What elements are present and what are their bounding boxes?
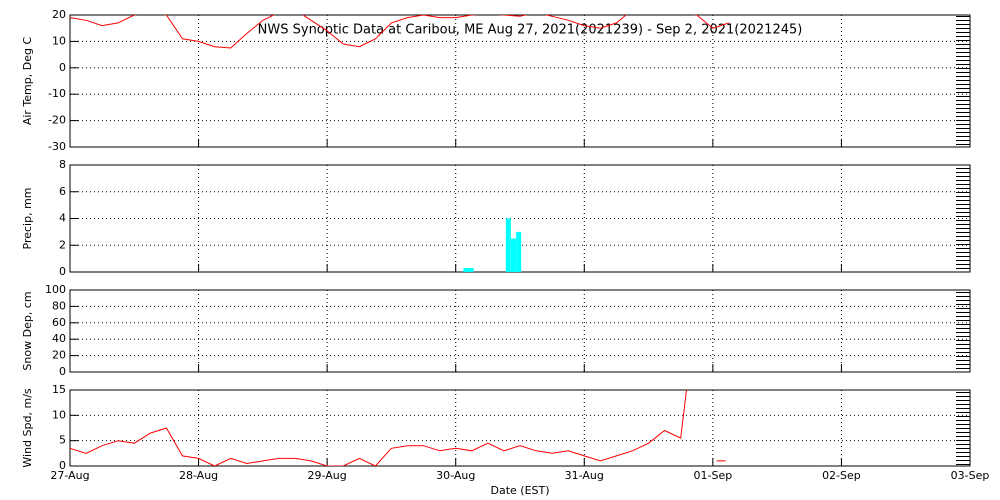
x-tick-label: 02-Sep — [822, 469, 861, 482]
minor-ticks — [956, 290, 970, 372]
y-axis-label: Snow Dep, cm — [21, 291, 34, 370]
y-tick-label: 20 — [52, 8, 66, 21]
y-axis-label: Air Temp, Deg C — [21, 37, 34, 126]
data-line — [70, 15, 730, 49]
y-axis-label: Wind Spd, m/s — [21, 388, 34, 468]
x-tick-label: 03-Sep — [951, 469, 990, 482]
y-tick-label: 0 — [59, 61, 66, 74]
y-tick-label: -20 — [48, 114, 66, 127]
y-tick-label: 0 — [59, 265, 66, 278]
x-axis-label: Date (EST) — [490, 484, 549, 497]
x-tick-label: 29-Aug — [308, 469, 347, 482]
y-tick-label: 2 — [59, 238, 66, 251]
series-group — [70, 15, 730, 49]
y-tick-label: 80 — [52, 299, 66, 312]
x-tick-label: 01-Sep — [694, 469, 733, 482]
y-axis-label: Precip, mm — [21, 188, 34, 250]
y-tick-label: 0 — [59, 459, 66, 472]
plot-frame — [69, 389, 971, 467]
y-tick-label: 40 — [52, 332, 66, 345]
minor-ticks — [956, 390, 970, 466]
y-tick-label: 0 — [59, 365, 66, 378]
x-tick-label: 30-Aug — [436, 469, 475, 482]
y-tick-label: 100 — [45, 283, 66, 296]
bar — [468, 267, 474, 272]
x-tick-label: 27-Aug — [50, 469, 89, 482]
y-tick-label: 8 — [59, 158, 66, 171]
x-tick-label: 31-Aug — [565, 469, 604, 482]
bar — [511, 238, 516, 272]
plot-frame — [69, 289, 971, 373]
bar — [505, 218, 511, 272]
x-tick-label: 28-Aug — [179, 469, 218, 482]
y-tick-label: 6 — [59, 185, 66, 198]
chart-title: NWS Synoptic Data at Caribou, ME Aug 27,… — [258, 23, 803, 38]
y-tick-label: 4 — [59, 212, 66, 225]
y-tick-label: 10 — [52, 408, 66, 421]
plot-frame — [69, 14, 971, 148]
bar — [463, 267, 469, 272]
y-tick-label: 20 — [52, 349, 66, 362]
minor-ticks — [956, 15, 970, 147]
y-tick-label: -10 — [48, 87, 66, 100]
y-tick-label: 15 — [52, 383, 66, 396]
series-group — [463, 218, 522, 272]
y-tick-label: 5 — [59, 434, 66, 447]
y-tick-label: 60 — [52, 316, 66, 329]
y-tick-label: -30 — [48, 140, 66, 153]
y-tick-label: 10 — [52, 34, 66, 47]
series-group — [70, 390, 726, 466]
bar — [516, 231, 522, 272]
data-line — [70, 390, 726, 466]
